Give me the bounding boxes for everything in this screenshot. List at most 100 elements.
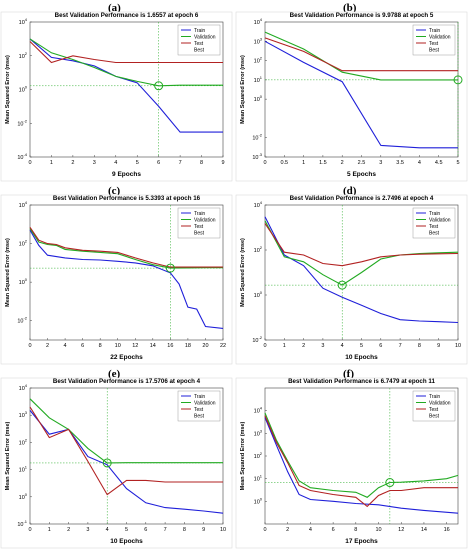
x-tick-label: 4 — [106, 527, 109, 533]
x-tick-label: 3 — [379, 160, 382, 166]
series-train-line — [29, 410, 224, 514]
y-tick-label: 103 — [19, 410, 28, 419]
best-marker — [165, 263, 175, 273]
chart-title: Best Validation Performance is 1.6557 at… — [55, 12, 199, 19]
y-tick-label: 100 — [254, 290, 263, 299]
chart-title: Best Validation Performance is 9.9788 at… — [290, 12, 434, 19]
series-train-line — [264, 40, 458, 149]
panel-letter: (e) — [108, 368, 121, 380]
y-axis-label: Mean Squared Error (mse) — [5, 421, 11, 490]
series-validation-line — [264, 31, 458, 81]
legend-label-test: Test — [194, 224, 204, 230]
legend-label-best: Best — [429, 231, 440, 237]
panel-letter: (c) — [108, 185, 121, 197]
legend-label-best: Best — [194, 231, 205, 237]
legend-label-train: Train — [429, 211, 440, 217]
x-axis-label: 22 Epochs — [110, 354, 143, 361]
panel-b: (b) Best Validation Performance is 9.978… — [235, 0, 470, 183]
best-marker — [385, 478, 395, 488]
x-tick-label: 22 — [220, 343, 226, 349]
series-train-line — [29, 229, 224, 329]
x-tick-label: 9 — [221, 160, 224, 166]
legend-label-test: Test — [194, 407, 204, 413]
y-tick-label: 10-2 — [252, 133, 262, 142]
y-tick-label: 10-2 — [252, 335, 262, 344]
legend-label-validation: Validation — [429, 35, 451, 41]
y-tick-label: 10-2 — [17, 118, 27, 127]
panel-letter: (f) — [343, 368, 354, 380]
x-tick-label: 4 — [341, 343, 344, 349]
series-test-line — [264, 415, 458, 508]
legend-label-train: Train — [429, 28, 440, 34]
y-axis-label: Mean Squared Error (mse) — [240, 55, 246, 124]
y-tick-label: 102 — [19, 437, 28, 446]
x-tick-label: 1 — [283, 343, 286, 349]
x-axis-label: 10 Epochs — [110, 538, 143, 545]
chart-a: Best Validation Performance is 1.6557 at… — [0, 11, 233, 182]
chart-e: Best Validation Performance is 17.5706 a… — [0, 377, 233, 549]
x-tick-label: 2 — [46, 343, 49, 349]
y-axis-label: Mean Squared Error (mse) — [240, 238, 246, 307]
x-tick-label: 1.5 — [319, 160, 327, 166]
x-tick-label: 7 — [164, 527, 167, 533]
x-tick-label: 0 — [263, 160, 266, 166]
x-tick-label: 1 — [50, 160, 53, 166]
x-tick-label: 4 — [309, 527, 312, 533]
y-tick-label: 100 — [254, 496, 263, 505]
x-tick-label: 2 — [71, 160, 74, 166]
series-test-line — [29, 226, 223, 268]
x-tick-label: 12 — [132, 343, 138, 349]
x-tick-label: 4 — [114, 160, 117, 166]
y-tick-label: 104 — [19, 17, 28, 26]
y-tick-label: 10-2 — [17, 316, 27, 325]
y-tick-label: 104 — [254, 17, 263, 26]
x-tick-label: 0 — [28, 160, 31, 166]
chart-title: Best Validation Performance is 17.5706 a… — [53, 378, 201, 385]
panel-e: (e) Best Validation Performance is 17.57… — [0, 366, 235, 550]
plot-area — [29, 204, 224, 341]
x-tick-label: 10 — [220, 527, 226, 533]
legend-label-validation: Validation — [194, 401, 216, 407]
x-tick-label: 10 — [375, 527, 381, 533]
panel-letter: (d) — [343, 185, 357, 197]
legend-label-best: Best — [194, 48, 205, 54]
legend-label-best: Best — [429, 414, 440, 420]
x-tick-label: 8 — [354, 527, 357, 533]
legend-box — [177, 24, 221, 56]
series-test-line — [264, 223, 459, 267]
legend-label-validation: Validation — [429, 218, 451, 224]
series-validation-line — [29, 398, 223, 464]
x-tick-label: 16 — [444, 527, 450, 533]
x-tick-label: 6 — [332, 527, 335, 533]
y-tick-label: 102 — [254, 451, 263, 460]
x-tick-label: 2 — [67, 527, 70, 533]
y-tick-label: 101 — [254, 75, 263, 84]
y-axis-label: Mean Squared Error (mse) — [5, 55, 11, 124]
chart-c: Best Validation Performance is 5.3393 at… — [0, 194, 233, 365]
panel-f: (f) Best Validation Performance is 6.747… — [235, 366, 470, 550]
x-tick-label: 6 — [81, 343, 84, 349]
x-tick-label: 0 — [28, 527, 31, 533]
chart-title: Best Validation Performance is 5.3393 at… — [53, 195, 201, 202]
x-tick-label: 8 — [418, 343, 421, 349]
series-validation-line — [264, 220, 459, 286]
y-tick-label: 100 — [19, 85, 28, 94]
x-tick-label: 5 — [360, 343, 363, 349]
legend-label-validation: Validation — [194, 35, 216, 41]
panel-letter: (b) — [343, 2, 357, 14]
y-tick-label: 10-4 — [17, 152, 27, 161]
x-tick-label: 3 — [321, 343, 324, 349]
legend-label-test: Test — [429, 41, 439, 47]
legend-label-test: Test — [194, 41, 204, 47]
x-axis-label: 5 Epochs — [347, 171, 376, 178]
y-tick-label: 103 — [254, 36, 263, 45]
y-tick-label: 100 — [19, 492, 28, 501]
y-tick-label: 102 — [19, 239, 28, 248]
panel-c: (c) Best Validation Performance is 5.339… — [0, 183, 235, 366]
y-tick-label: 103 — [254, 428, 263, 437]
legend-label-test: Test — [429, 224, 439, 230]
y-tick-label: 101 — [254, 474, 263, 483]
x-tick-label: 16 — [167, 343, 173, 349]
